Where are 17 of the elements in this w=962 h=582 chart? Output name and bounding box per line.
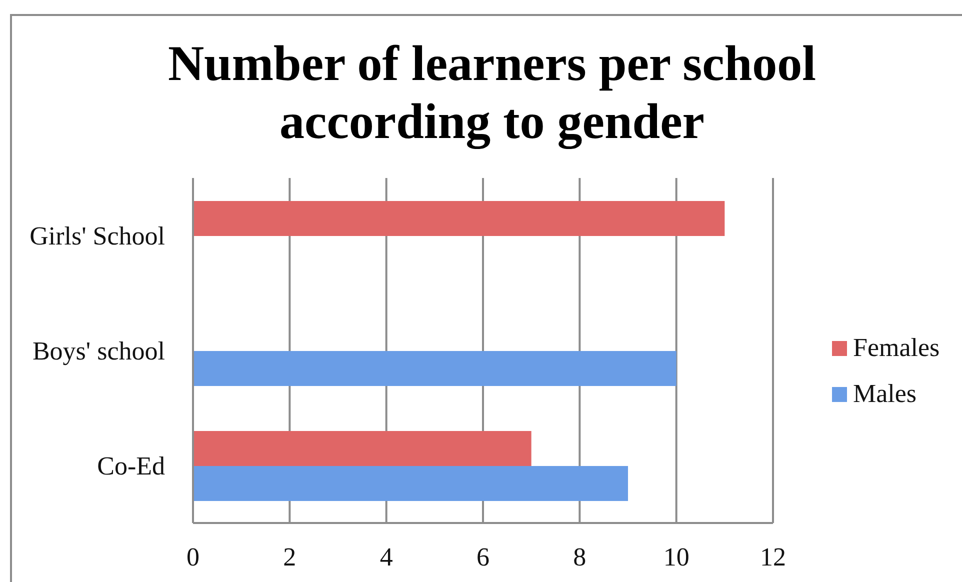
x-tick-label: 12	[760, 542, 786, 572]
bar	[193, 466, 628, 501]
x-tick-label: 4	[380, 542, 393, 572]
y-tick-label: Boys' school	[32, 336, 165, 366]
bar	[193, 431, 532, 466]
y-tick-label: Co-Ed	[97, 452, 165, 481]
x-tick-label: 6	[476, 542, 490, 572]
x-tick-label: 2	[283, 542, 296, 572]
y-tick-label: Girls' School	[30, 222, 165, 251]
x-tick-label: 10	[663, 542, 690, 572]
bar	[193, 201, 725, 236]
legend-label: Males	[853, 379, 917, 409]
x-tick-label: 0	[186, 542, 200, 572]
chart-title: Number of learners per school according to gender	[166, 34, 818, 150]
bar	[193, 351, 676, 386]
x-tick-label: 8	[573, 542, 586, 572]
legend-label: Females	[853, 333, 940, 363]
